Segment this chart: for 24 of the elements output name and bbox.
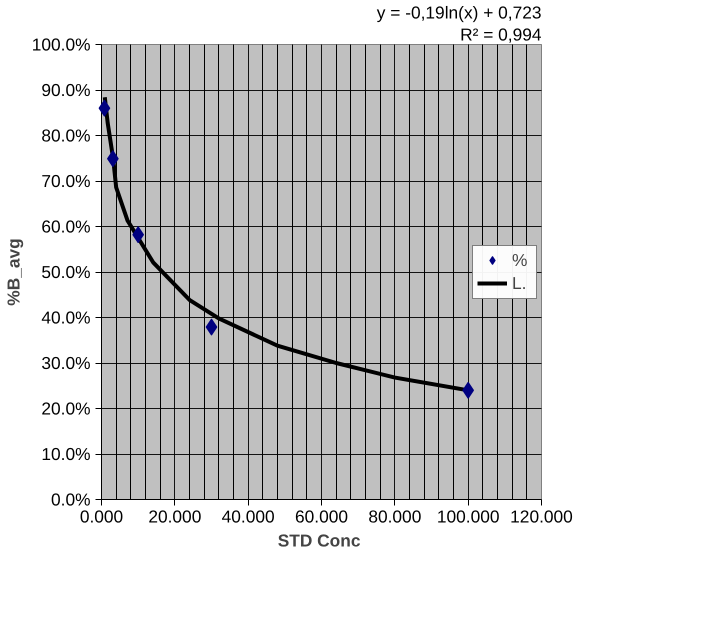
y-tick-label: 20.0% [41,398,91,418]
y-tick-label: 0.0% [51,490,91,510]
x-axis-title: STD Conc [278,530,361,550]
y-tick-label: 30.0% [41,353,91,373]
x-tick-label: 60.000 [295,506,348,526]
y-tick-label: 70.0% [41,171,91,191]
y-tick-label: 100.0% [32,34,91,54]
x-tick-label: 40.000 [222,506,275,526]
legend-label: % [512,250,528,270]
text: R² = 0,994 [460,24,542,44]
y-axis-title: %B_avg [4,238,24,306]
x-tick-label: 20.000 [148,506,202,526]
y-tick-label: 50.0% [41,262,91,282]
x-tick-label: 0.000 [80,506,124,526]
y-tick-label: 40.0% [41,308,91,328]
x-tick-label: 100.000 [436,506,500,526]
legend-label: L. [512,272,528,294]
text: y = -0,19ln(x) + 0,723 [376,2,542,22]
x-tick-label: 80.000 [368,506,422,526]
y-tick-label: 10.0% [41,444,91,464]
y-tick-label: 60.0% [41,216,91,236]
y-tick-label: 90.0% [41,80,91,100]
y-tick-label: 80.0% [41,126,91,146]
x-tick-label: 120.000 [510,506,573,526]
